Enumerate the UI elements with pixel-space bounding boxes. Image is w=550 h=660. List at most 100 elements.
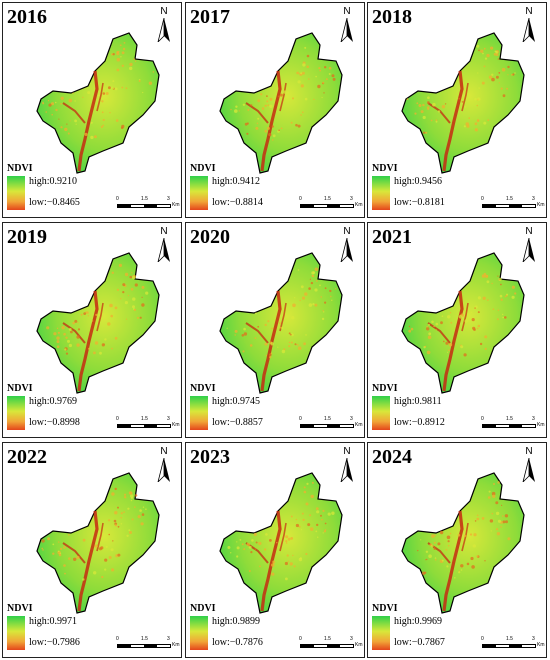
north-arrow-icon: [157, 238, 170, 262]
scale-unit: Km: [355, 642, 363, 648]
ndvi-map-area: [401, 252, 525, 394]
legend-low-value: low:−0.7986: [29, 637, 80, 648]
north-arrow-icon: [340, 18, 353, 42]
ndvi-legend: NDVI high:0.9969 low:−0.7867: [372, 603, 452, 655]
map-panel-2018: 2018 N NDVI high:0.9456 low:−0.8181 0: [367, 2, 547, 218]
north-label: N: [525, 6, 533, 17]
panel-year: 2023: [190, 446, 230, 468]
map-panel-2023: 2023 N NDVI high:0.9899 low:−0.7876 0: [185, 442, 365, 658]
north-arrow: N: [153, 447, 175, 483]
north-arrow-icon: [522, 238, 535, 262]
scale-bar: 0 1.5 3 Km: [116, 196, 180, 216]
scale-unit: Km: [537, 202, 545, 208]
legend-high-value: high:0.9811: [394, 396, 442, 407]
scale-bar: 0 1.5 3 Km: [299, 196, 363, 216]
legend-title: NDVI: [372, 383, 398, 394]
north-arrow-icon: [157, 18, 170, 42]
legend-high-value: high:0.9769: [29, 396, 78, 407]
panel-year: 2017: [190, 6, 230, 28]
ndvi-legend: NDVI high:0.9769 low:−0.8998: [7, 383, 87, 435]
ndvi-legend: NDVI high:0.9412 low:−0.8814: [190, 163, 270, 215]
legend-low-value: low:−0.8181: [394, 197, 445, 208]
scale-tick: 3: [167, 196, 170, 202]
ndvi-map-area: [219, 252, 343, 394]
scale-bar: 0 1.5 3 Km: [481, 196, 545, 216]
scale-tick: 0: [116, 196, 119, 202]
ndvi-legend: NDVI high:0.9971 low:−0.7986: [7, 603, 87, 655]
north-arrow: N: [518, 227, 540, 263]
scale-bar: 0 1.5 3 Km: [299, 416, 363, 436]
legend-high-value: high:0.9210: [29, 176, 78, 187]
north-label: N: [160, 6, 168, 17]
scale-bar: 0 1.5 3 Km: [481, 636, 545, 656]
legend-title: NDVI: [190, 163, 216, 174]
legend-color-ramp: [7, 176, 25, 210]
scale-bar: 0 1.5 3 Km: [481, 416, 545, 436]
scale-tick: 0: [299, 416, 302, 422]
panel-year: 2019: [7, 226, 47, 248]
legend-high-value: high:0.9971: [29, 616, 78, 627]
panel-year: 2020: [190, 226, 230, 248]
legend-high-value: high:0.9456: [394, 176, 443, 187]
north-label: N: [160, 446, 168, 457]
scale-tick: 3: [532, 416, 535, 422]
legend-low-value: low:−0.7867: [394, 637, 445, 648]
scale-tick: 1.5: [141, 416, 148, 422]
map-panel-2017: 2017 N NDVI high:0.9412 low:−0.8814 0: [185, 2, 365, 218]
legend-low-value: low:−0.8814: [212, 197, 263, 208]
north-arrow-icon: [340, 238, 353, 262]
legend-title: NDVI: [372, 603, 398, 614]
scale-tick: 3: [350, 636, 353, 642]
legend-high-value: high:0.9745: [212, 396, 261, 407]
north-arrow: N: [518, 7, 540, 43]
scale-bar: 0 1.5 3 Km: [116, 636, 180, 656]
panel-year: 2022: [7, 446, 47, 468]
legend-title: NDVI: [7, 163, 33, 174]
legend-high-value: high:0.9969: [394, 616, 443, 627]
ndvi-legend: NDVI high:0.9745 low:−0.8857: [190, 383, 270, 435]
north-arrow: N: [153, 227, 175, 263]
scale-unit: Km: [172, 202, 180, 208]
scale-bar: 0 1.5 3 Km: [299, 636, 363, 656]
legend-low-value: low:−0.8857: [212, 417, 263, 428]
scale-tick: 3: [532, 636, 535, 642]
legend-color-ramp: [372, 176, 390, 210]
legend-high-value: high:0.9412: [212, 176, 261, 187]
legend-low-value: low:−0.7876: [212, 637, 263, 648]
scale-tick: 0: [481, 416, 484, 422]
north-arrow: N: [336, 447, 358, 483]
north-label: N: [343, 6, 351, 17]
legend-low-value: low:−0.8998: [29, 417, 80, 428]
north-arrow-icon: [522, 18, 535, 42]
legend-color-ramp: [372, 396, 390, 430]
map-panel-2016: 2016 N NDVI high:0.9210 low:−0.8465 0: [2, 2, 182, 218]
legend-low-value: low:−0.8912: [394, 417, 445, 428]
legend-title: NDVI: [7, 603, 33, 614]
scale-tick: 3: [532, 196, 535, 202]
scale-unit: Km: [172, 422, 180, 428]
ndvi-map-area: [36, 472, 160, 614]
legend-title: NDVI: [7, 383, 33, 394]
north-arrow-icon: [522, 458, 535, 482]
scale-tick: 3: [350, 416, 353, 422]
scale-tick: 1.5: [141, 196, 148, 202]
north-arrow: N: [153, 7, 175, 43]
map-panel-2019: 2019 N NDVI high:0.9769 low:−0.8998 0: [2, 222, 182, 438]
map-panel-2021: 2021 N NDVI high:0.9811 low:−0.8912 0: [367, 222, 547, 438]
ndvi-legend: NDVI high:0.9210 low:−0.8465: [7, 163, 87, 215]
scale-unit: Km: [355, 422, 363, 428]
north-label: N: [160, 226, 168, 237]
legend-color-ramp: [190, 176, 208, 210]
legend-title: NDVI: [190, 383, 216, 394]
scale-tick: 1.5: [324, 196, 331, 202]
map-panel-2020: 2020 N NDVI high:0.9745 low:−0.8857 0: [185, 222, 365, 438]
legend-title: NDVI: [190, 603, 216, 614]
scale-bar: 0 1.5 3 Km: [116, 416, 180, 436]
panel-year: 2024: [372, 446, 412, 468]
legend-color-ramp: [7, 616, 25, 650]
ndvi-legend: NDVI high:0.9811 low:−0.8912: [372, 383, 452, 435]
legend-low-value: low:−0.8465: [29, 197, 80, 208]
scale-tick: 0: [299, 636, 302, 642]
map-panel-2024: 2024 N NDVI high:0.9969 low:−0.7867 0: [367, 442, 547, 658]
